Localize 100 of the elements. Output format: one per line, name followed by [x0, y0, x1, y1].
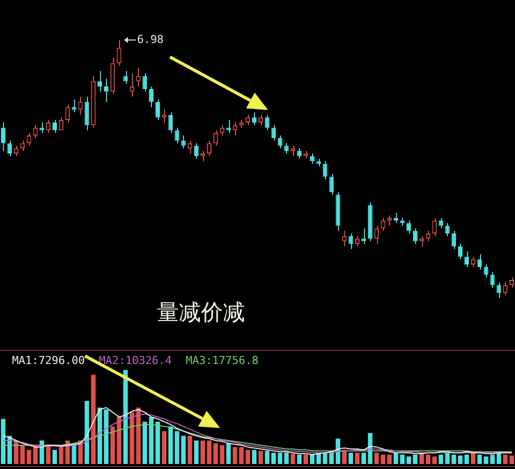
bar [116, 417, 122, 464]
candlestick [213, 130, 218, 146]
candlestick [284, 142, 289, 154]
candlestick [264, 114, 270, 131]
candlestick [342, 230, 347, 247]
bar [310, 454, 314, 464]
candlestick [484, 264, 488, 278]
bar [496, 452, 502, 464]
candlestick [329, 174, 334, 196]
candlestick [374, 225, 379, 244]
candlestick [220, 124, 224, 136]
bar [123, 370, 128, 464]
bar [33, 445, 38, 464]
candlestick [452, 230, 456, 250]
candlestick [438, 218, 444, 229]
candlestick [503, 282, 508, 296]
candlestick [412, 228, 418, 244]
candlestick [226, 119, 231, 134]
bar [322, 452, 328, 464]
candlestick [432, 218, 437, 237]
bar [342, 450, 347, 464]
candlestick [136, 68, 141, 87]
bar [406, 456, 412, 464]
candlestick [40, 122, 44, 134]
text: MA1:7296.00 [12, 354, 85, 367]
bar [355, 452, 360, 464]
candlestick [477, 254, 482, 270]
candlestick [278, 134, 282, 149]
candlestick [52, 119, 57, 134]
bar [374, 452, 379, 464]
bar [239, 447, 244, 464]
candlestick [496, 282, 502, 298]
candlestick [46, 119, 51, 134]
candlestick [380, 218, 386, 232]
candlestick [33, 124, 38, 139]
candlestick [98, 70, 102, 92]
candlestick [78, 96, 83, 116]
candlestick [297, 148, 302, 160]
bar [155, 422, 160, 464]
candlestick [252, 112, 257, 126]
candlestick [130, 73, 134, 98]
bar [200, 440, 206, 464]
candlestick [258, 114, 263, 126]
bar [252, 450, 257, 464]
candlestick [426, 230, 430, 242]
candlestick [322, 160, 328, 180]
candlestick [206, 140, 212, 157]
bar [226, 443, 231, 464]
bar [510, 456, 514, 464]
candlestick [14, 145, 18, 157]
bar [142, 422, 148, 464]
candlestick [246, 114, 250, 126]
bar [264, 450, 270, 464]
bar [162, 431, 166, 464]
bar [452, 454, 456, 464]
bar [246, 450, 250, 464]
bar [361, 452, 366, 464]
candlestick [7, 140, 12, 157]
candlestick [355, 236, 360, 247]
candlestick [181, 134, 186, 149]
bar [477, 454, 482, 464]
candlestick [149, 86, 154, 108]
bar [304, 454, 308, 464]
bar [232, 447, 238, 464]
bar [394, 452, 398, 464]
bar [130, 412, 134, 464]
candlestick [58, 116, 64, 131]
candlestick [510, 276, 514, 288]
bar [426, 454, 430, 464]
bar [206, 440, 212, 464]
candlestick [20, 140, 25, 152]
bar [213, 443, 218, 464]
bar [458, 456, 463, 464]
bar [470, 452, 476, 464]
candlestick [142, 73, 148, 92]
bar [149, 417, 154, 464]
bar [91, 374, 96, 464]
candlestick [168, 112, 173, 134]
bar [220, 445, 224, 464]
bar [368, 432, 372, 464]
bar [412, 454, 418, 464]
candlestick [490, 272, 495, 288]
candlestick [458, 243, 463, 260]
bar [84, 401, 90, 464]
candlestick [445, 222, 450, 237]
candlestick [26, 132, 32, 146]
candlestick [123, 70, 128, 84]
candlestick [232, 122, 238, 136]
candlestick [65, 104, 70, 124]
bar [271, 452, 276, 464]
bar [110, 426, 115, 464]
candlestick [0, 122, 6, 152]
annotation: 6.98 [137, 32, 164, 46]
bar [258, 450, 263, 464]
bar [52, 450, 57, 464]
candlestick [174, 127, 180, 144]
bar [348, 452, 354, 464]
bar [136, 408, 141, 464]
bar [290, 454, 296, 464]
candlestick [271, 124, 276, 142]
